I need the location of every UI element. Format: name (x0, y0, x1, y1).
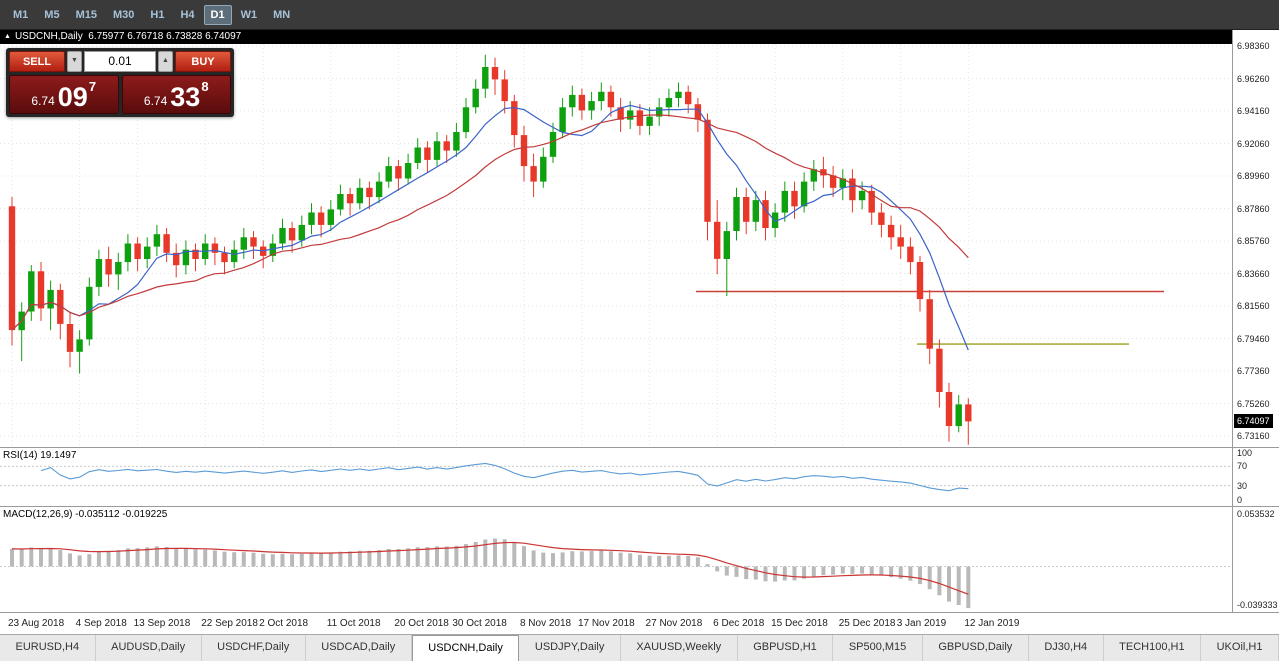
chart-ohlc-values: 6.75977 6.76718 6.73828 6.74097 (88, 31, 242, 42)
chart-tab-sp500-m15[interactable]: SP500,M15 (833, 635, 923, 661)
chart-tab-bar: EURUSD,H4 AUDUSD,Daily USDCHF,Daily USDCAD,… (0, 634, 1279, 661)
timeframe-toolbar: M1 M5 M15 M30 H1 H4 D1 W1 MN (0, 0, 1279, 30)
price-scale-label: 6.94160 (1237, 106, 1270, 116)
date-axis[interactable]: 23 Aug 2018 4 Sep 2018 13 Sep 2018 22 Sep 2… (0, 612, 1279, 634)
rsi-scale: 100 70 30 0 (1232, 448, 1279, 506)
date-axis-label: 4 Sep 2018 (75, 618, 127, 629)
buy-button[interactable]: BUY (175, 51, 231, 72)
date-axis-label: 3 Jan 2019 (896, 618, 947, 629)
macd-label: MACD(12,26,9) -0.035112 -0.019225 (3, 509, 168, 520)
date-axis-label: 27 Nov 2018 (645, 618, 703, 629)
chart-title-bar: ▲ USDCNH,Daily 6.75977 6.76718 6.73828 6.… (0, 30, 1232, 44)
date-axis-label: 2 Oct 2018 (259, 618, 309, 629)
timeframe-button-w1[interactable]: W1 (240, 8, 258, 21)
price-scale-label: 6.77360 (1237, 366, 1270, 376)
macd-scale-min: -0.039333 (1237, 600, 1278, 610)
price-scale-label: 6.83660 (1237, 268, 1270, 279)
chart-tab-gbpusd-h1[interactable]: GBPUSD,H1 (738, 635, 834, 661)
rsi-scale-label: 30 (1237, 480, 1248, 491)
volume-input[interactable]: 0.01 (84, 51, 156, 72)
chart-tab-audusd-daily[interactable]: AUDUSD,Daily (96, 635, 202, 661)
price-scale-label: 6.89960 (1237, 171, 1270, 181)
macd-chart[interactable] (0, 507, 1232, 612)
timeframe-buttons: M1 M5 M15 M30 H1 H4 D1 W1 MN (6, 4, 297, 25)
price-scale-label: 6.85760 (1237, 236, 1270, 246)
volume-decrease-button[interactable]: ▼ (67, 51, 82, 72)
rsi-panel[interactable]: RSI(14) 19.1497 100 70 30 0 (0, 447, 1279, 506)
chart-tab-gbpusd-daily[interactable]: GBPUSD,Daily (923, 635, 1029, 661)
date-axis-label: 13 Sep 2018 (133, 618, 191, 629)
macd-scale: 0.053532 -0.039333 (1232, 507, 1279, 612)
price-scale-label: 6.87860 (1237, 203, 1270, 214)
chart-tab-usdcnh-daily[interactable]: USDCNH,Daily (411, 635, 520, 661)
current-price-badge: 6.74097 (1234, 414, 1273, 429)
chart-tab-eurusd-h4[interactable]: EURUSD,H4 (0, 635, 96, 661)
date-axis-label: 30 Oct 2018 (452, 618, 507, 629)
date-axis-label: 17 Nov 2018 (577, 618, 635, 629)
timeframe-button-m1[interactable]: M1 (13, 8, 29, 21)
timeframe-button-h1[interactable]: H1 (150, 8, 165, 21)
rsi-label: RSI(14) 19.1497 (3, 450, 77, 461)
price-scale-label: 6.81560 (1237, 301, 1270, 311)
timeframe-button-d1[interactable]: D1 (203, 4, 232, 25)
symbol-marker-icon: ▲ (4, 33, 11, 40)
buy-price-pips: 33 (170, 82, 201, 112)
buy-price-point: 8 (201, 79, 209, 94)
sell-price-display[interactable]: 6.74 09 7 (9, 75, 119, 114)
chart-tab-xauusd-weekly[interactable]: XAUUSD,Weekly (621, 635, 738, 661)
timeframe-button-m30[interactable]: M30 (112, 8, 135, 21)
date-axis-label: 15 Dec 2018 (771, 618, 828, 629)
date-axis-label: 25 Dec 2018 (838, 618, 896, 629)
sell-price-point: 7 (88, 79, 97, 94)
sell-button[interactable]: SELL (9, 51, 65, 72)
candlestick-chart[interactable] (0, 44, 1232, 447)
rsi-scale-label: 70 (1237, 461, 1248, 472)
price-scale[interactable]: 6.74097 6.98360 6.96260 6.94160 6.92060 6.89… (1232, 30, 1279, 447)
price-scale-label: 6.79460 (1237, 333, 1270, 344)
chart-tab-ukoil-h1[interactable]: UKOil,H1 (1201, 635, 1279, 661)
chart-panel[interactable]: ▲ USDCNH,Daily 6.75977 6.76718 6.73828 6.… (0, 30, 1279, 447)
timeframe-button-h4[interactable]: H4 (180, 8, 195, 21)
date-axis-label: 12 Jan 2019 (964, 618, 1020, 629)
rsi-scale-label: 100 (1237, 448, 1253, 458)
rsi-scale-label: 0 (1237, 495, 1243, 505)
buy-price-prefix: 6.74 (143, 94, 168, 108)
sell-price-prefix: 6.74 (31, 94, 55, 108)
date-axis-label: 23 Aug 2018 (8, 618, 65, 629)
date-axis-label: 20 Oct 2018 (394, 618, 449, 629)
volume-increase-button[interactable]: ▲ (158, 51, 173, 72)
chart-symbol-label: USDCNH,Daily (14, 31, 83, 42)
chart-tab-usdcad-daily[interactable]: USDCAD,Daily (306, 635, 412, 661)
price-scale-label: 6.96260 (1237, 73, 1270, 84)
date-axis-label: 6 Dec 2018 (713, 618, 765, 629)
price-scale-label: 6.98360 (1237, 41, 1270, 51)
timeframe-button-mn[interactable]: MN (273, 8, 291, 21)
date-axis-label: 11 Oct 2018 (326, 618, 381, 629)
one-click-trade-panel: SELL ▼ 0.01 ▲ BUY 6.74 09 7 6.74 33 8 (6, 48, 234, 117)
date-axis-label: 8 Nov 2018 (519, 618, 572, 629)
macd-scale-max: 0.053532 (1237, 509, 1275, 519)
buy-price-display[interactable]: 6.74 33 8 (121, 75, 231, 114)
date-axis-label: 22 Sep 2018 (201, 618, 258, 629)
chart-tab-dj30-h4[interactable]: DJ30,H4 (1029, 635, 1104, 661)
macd-panel[interactable]: MACD(12,26,9) -0.035112 -0.019225 0.0535… (0, 506, 1279, 612)
rsi-chart[interactable] (0, 448, 1232, 506)
chart-tab-tech100-h1[interactable]: TECH100,H1 (1104, 635, 1202, 661)
sell-price-pips: 09 (57, 82, 88, 112)
timeframe-button-m5[interactable]: M5 (44, 8, 60, 21)
price-scale-label: 6.75260 (1237, 398, 1270, 409)
chart-tab-usdjpy-daily[interactable]: USDJPY,Daily (519, 635, 621, 661)
price-scale-label: 6.73160 (1237, 431, 1270, 441)
price-scale-label: 6.92060 (1237, 138, 1270, 149)
timeframe-button-m15[interactable]: M15 (75, 8, 97, 21)
chart-tab-usdchf-daily[interactable]: USDCHF,Daily (202, 635, 306, 661)
